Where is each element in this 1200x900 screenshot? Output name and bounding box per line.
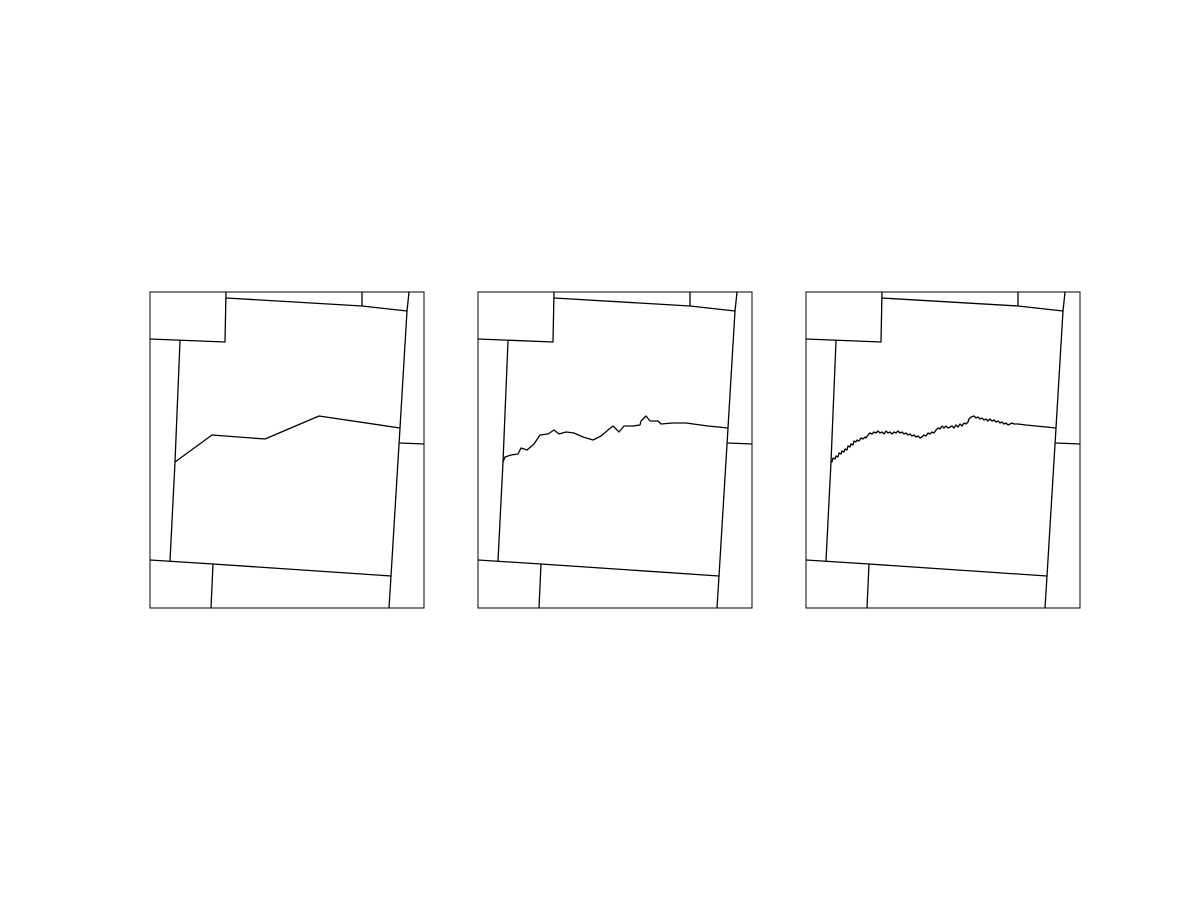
- panel-2-east-border: [716, 291, 738, 609]
- panel-3-west-border: [825, 340, 837, 562]
- map-panel-1: [149, 291, 425, 609]
- panel-3-frame: [805, 291, 1081, 609]
- panel-1-frame: [149, 291, 425, 609]
- map-panel-3: [805, 291, 1081, 609]
- panel-1-southwest-county-border: [210, 563, 214, 609]
- panel-1-east-border: [388, 291, 410, 609]
- panel-3-northwest-county-border: [805, 291, 883, 343]
- panel-2-east-county-border: [727, 442, 753, 445]
- panel-1-northwest-county-border: [149, 291, 227, 343]
- panel-2-frame: [477, 291, 753, 609]
- panel-1-east-county-border: [399, 442, 425, 445]
- panel-2-south-border: [477, 559, 720, 577]
- panel-3-south-border: [805, 559, 1048, 577]
- panel-3-east-border: [1044, 291, 1066, 609]
- panel-2-west-border: [497, 340, 509, 562]
- panel-3-southwest-county-border: [866, 563, 870, 609]
- panel-3-east-county-border: [1055, 442, 1081, 445]
- panel-1-west-border: [169, 340, 181, 562]
- panel-2-interior-boundary: [502, 415, 729, 463]
- panel-1-north-border: [225, 297, 408, 312]
- panel-3-interior-boundary: [831, 415, 1057, 463]
- panel-2-northwest-county-border: [477, 291, 555, 343]
- map-panel-2: [477, 291, 753, 609]
- panel-1-south-border: [149, 559, 392, 577]
- panel-2-north-border: [553, 297, 736, 312]
- panel-2-southwest-county-border: [538, 563, 542, 609]
- panel-1-interior-boundary: [174, 415, 401, 463]
- panel-3-north-border: [881, 297, 1064, 312]
